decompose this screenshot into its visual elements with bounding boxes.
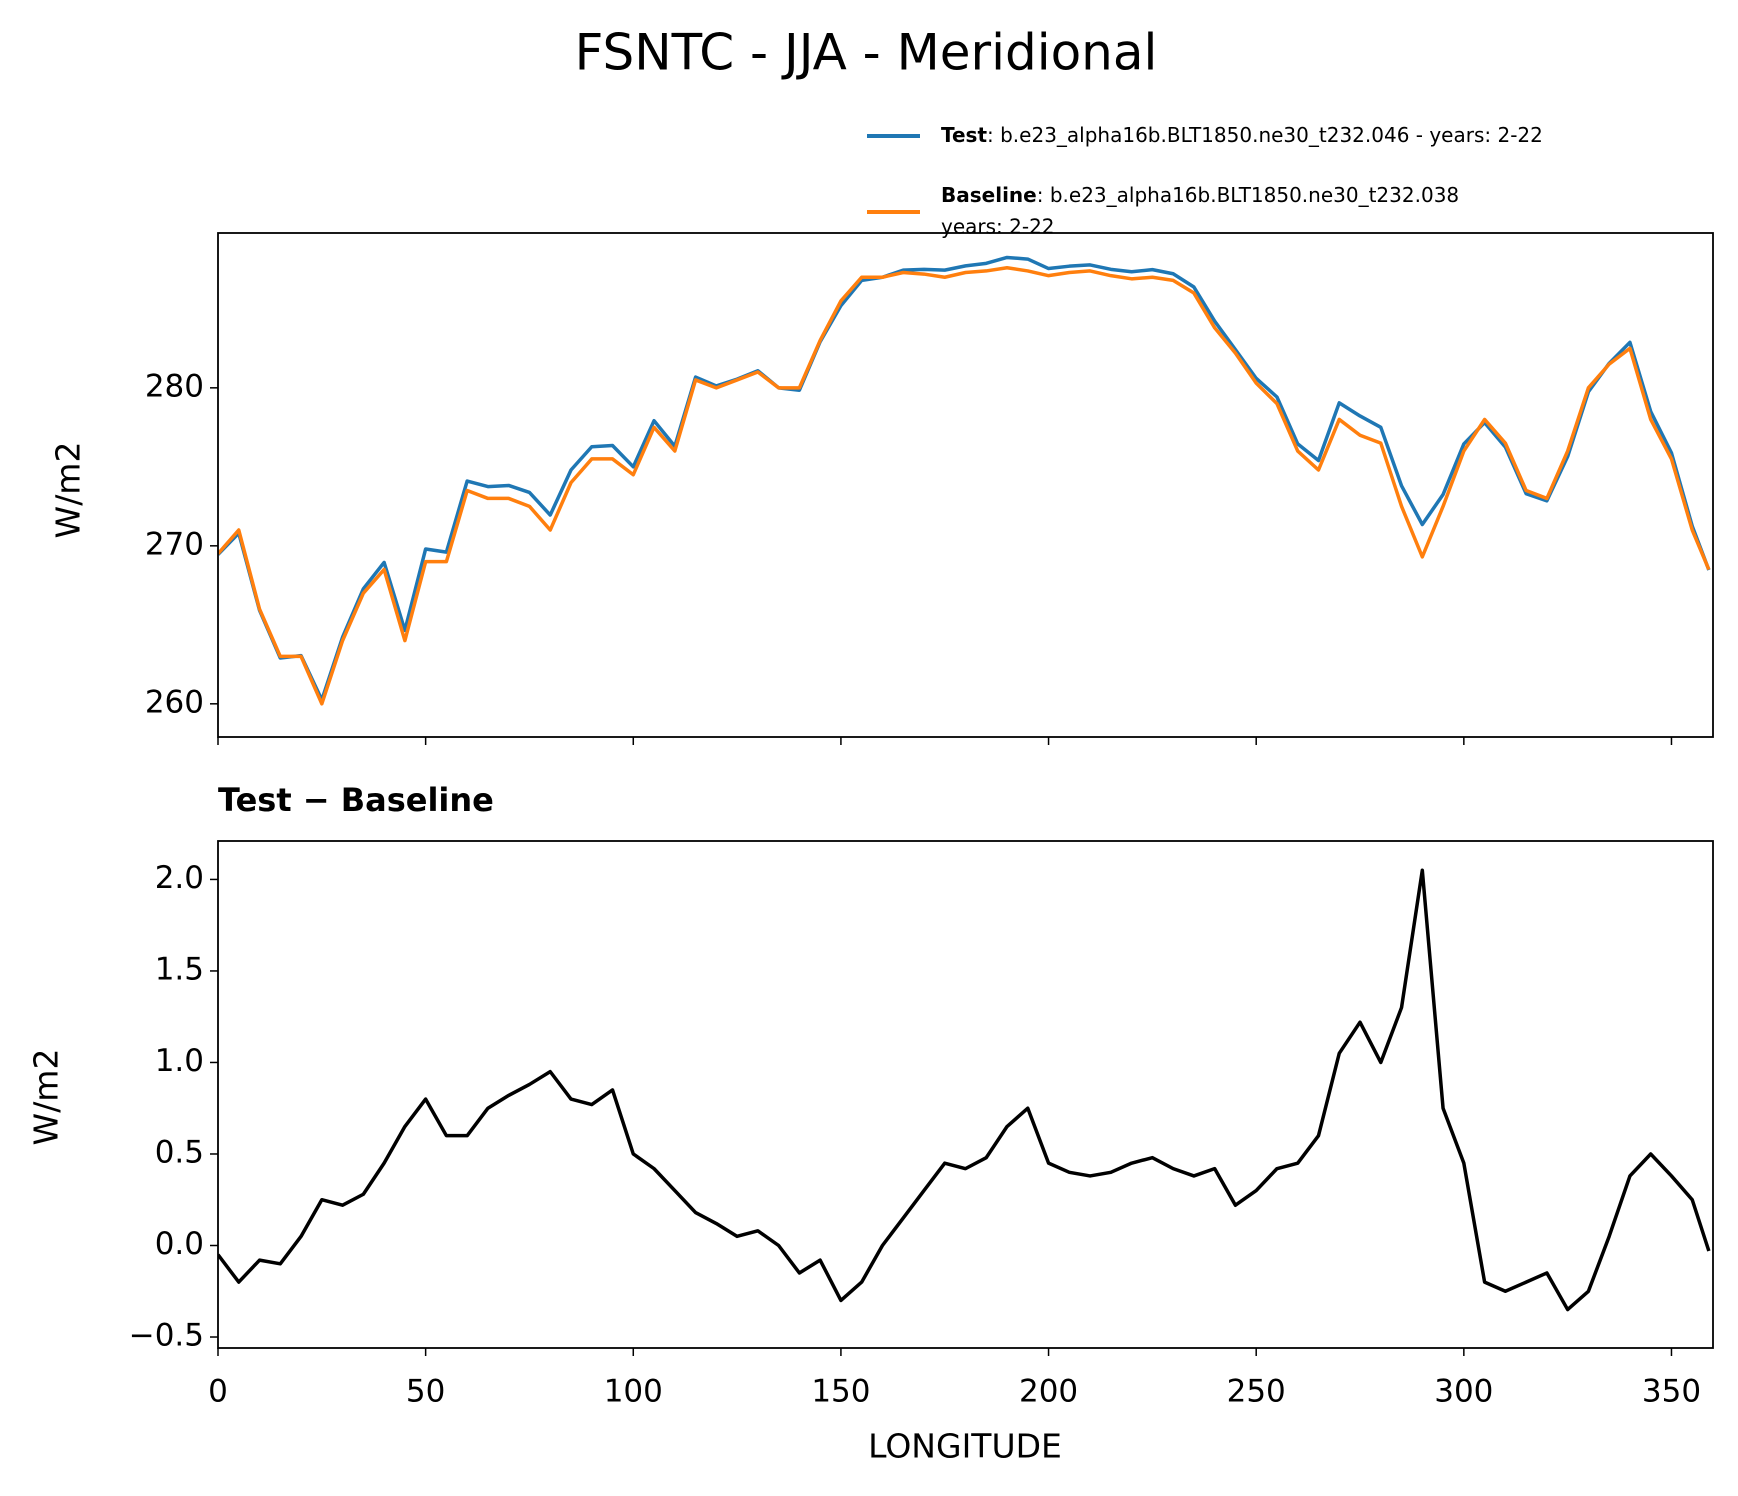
plot-frame [217,840,1714,1349]
x-tick-label: 0 [208,1374,228,1410]
series-line [218,868,1711,1312]
legend-label: Test: b.e23_alpha16b.BLT1850.ne30_t232.0… [941,123,1543,147]
series-line [218,266,1711,706]
y-tick-label: 270 [145,526,204,562]
y-tick-label: 0.5 [155,1134,204,1170]
y-tick-label: 2.0 [155,860,204,896]
series-line [218,255,1711,702]
chart-title: FSNTC - JJA - Meridional [575,24,1158,82]
x-tick-label: 300 [1434,1374,1493,1410]
legend-label: years: 2-22 [941,215,1055,239]
legend-label: Baseline: b.e23_alpha16b.BLT1850.ne30_t2… [941,183,1459,207]
y-axis-label: W/m2 [27,1049,66,1146]
y-tick-label: −0.5 [129,1318,204,1354]
x-tick-label: 50 [406,1374,445,1410]
y-tick-label: 280 [145,368,204,404]
x-tick-label: 350 [1642,1374,1701,1410]
y-axis-label: W/m2 [49,442,88,539]
y-tick-label: 0.0 [155,1226,204,1262]
legend-name: Test [941,123,987,147]
plot-frame [217,232,1714,738]
legend-description: : b.e23_alpha16b.BLT1850.ne30_t232.046 -… [987,123,1543,147]
subplot-title: Test − Baseline [218,781,494,819]
x-tick-label: 100 [604,1374,663,1410]
legend-name: Baseline [941,183,1037,207]
y-tick-label: 260 [145,684,204,720]
y-tick-label: 1.0 [155,1043,204,1079]
x-tick-label: 200 [1019,1374,1078,1410]
legend-description: : b.e23_alpha16b.BLT1850.ne30_t232.038 [1037,183,1459,207]
x-tick-label: 250 [1227,1374,1286,1410]
x-axis-label: LONGITUDE [868,1427,1062,1466]
x-tick-label: 150 [811,1374,870,1410]
y-tick-label: 1.5 [155,951,204,987]
